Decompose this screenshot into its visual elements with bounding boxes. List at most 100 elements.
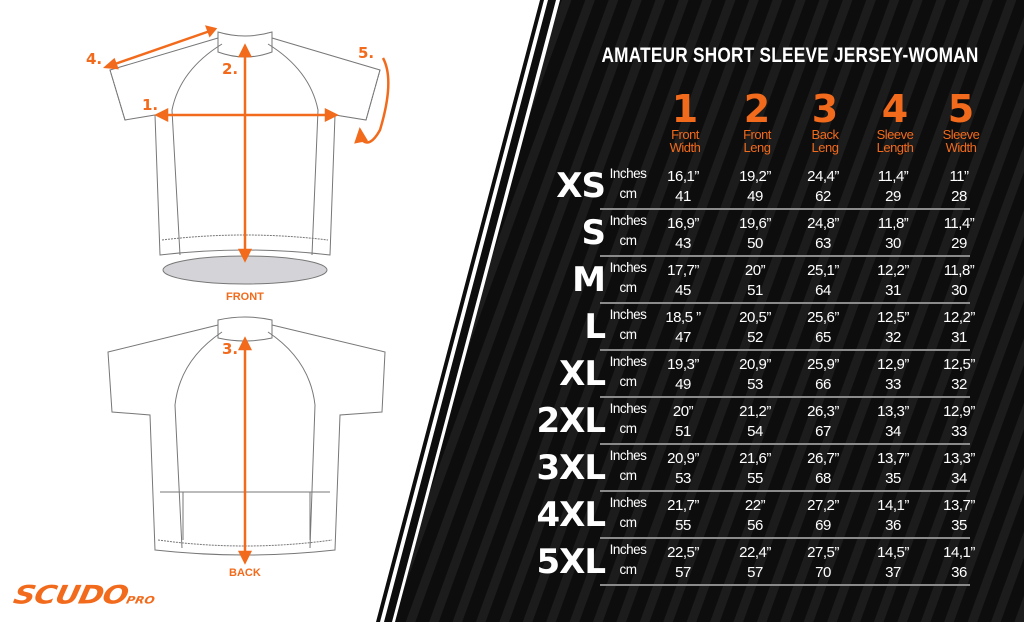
- value-inches: 11,8”: [877, 215, 909, 232]
- value-inches: 26,7”: [807, 450, 839, 467]
- value-inches: 27,5”: [807, 544, 839, 561]
- value-inches: 12,9”: [877, 356, 909, 373]
- row-divider: [600, 208, 970, 210]
- value-inches: 20”: [672, 403, 694, 420]
- unit-inches: Inches: [609, 260, 647, 275]
- value-cm: 49: [747, 188, 763, 205]
- column-label-line2: Leng: [743, 140, 771, 155]
- value-cm: 35: [885, 470, 901, 487]
- value-cm: 57: [675, 564, 691, 581]
- size-row-2XL: 2XL Inches cm 20” 51 21,2” 54 26,3” 67 13,3” 34 12,…: [520, 398, 1000, 445]
- size-row-XS: XS Inches cm 16,1” 41 19,2” 49 24,4” 62 11,4” 29 11…: [520, 163, 1000, 210]
- value-inches: 25,1”: [807, 262, 839, 279]
- column-number: 3: [811, 87, 839, 131]
- value-cm: 51: [675, 423, 691, 440]
- column-label-line1: Back: [811, 127, 839, 142]
- value-cm: 55: [675, 517, 691, 534]
- row-divider: [600, 537, 970, 539]
- value-cm: 69: [815, 517, 831, 534]
- marker-3: 3.: [222, 340, 239, 358]
- value-cm: 51: [747, 282, 763, 299]
- value-inches: 14,1”: [877, 497, 909, 514]
- column-header-2: 2 Front Leng: [719, 90, 795, 154]
- dark-panel: [395, 0, 1024, 622]
- size-row-M: M Inches cm 17,7” 45 20” 51 25,1” 64 12,2” 31 11,8”…: [520, 257, 1000, 304]
- value-cm: 53: [747, 376, 763, 393]
- size-label: L: [584, 307, 606, 347]
- value-inches: 25,6”: [807, 309, 839, 326]
- unit-cm: cm: [619, 374, 638, 389]
- size-label: XS: [556, 166, 606, 206]
- value-inches: 14,1”: [943, 544, 975, 561]
- value-cm: 29: [885, 188, 901, 205]
- value-inches: 22”: [744, 497, 766, 514]
- value-cm: 29: [951, 235, 967, 252]
- size-label: 2XL: [536, 401, 606, 441]
- value-cm: 56: [747, 517, 763, 534]
- chart-title: AMATEUR SHORT SLEEVE JERSEY-WOMAN: [601, 44, 979, 67]
- size-row-L: L Inches cm 18,5 ” 47 20,5” 52 25,6” 65 12,5” 32 12…: [520, 304, 1000, 351]
- column-label-line1: Front: [671, 127, 699, 142]
- size-label: XL: [559, 354, 606, 394]
- value-cm: 36: [885, 517, 901, 534]
- marker-4: 4.: [86, 50, 103, 68]
- unit-inches: Inches: [609, 213, 647, 228]
- value-inches: 13,3”: [943, 450, 975, 467]
- size-label: 5XL: [536, 542, 606, 582]
- column-label-line2: Leng: [811, 140, 839, 155]
- value-cm: 32: [951, 376, 967, 393]
- value-inches: 12,9”: [943, 403, 975, 420]
- value-cm: 31: [885, 282, 901, 299]
- size-label: 4XL: [536, 495, 606, 535]
- row-divider: [600, 443, 970, 445]
- measurement-arrow-back: [237, 336, 253, 565]
- scudo-pro-logo: SCUDOPRO: [11, 581, 159, 611]
- value-cm: 37: [885, 564, 901, 581]
- row-divider: [600, 490, 970, 492]
- row-divider: [600, 255, 970, 257]
- value-inches: 12,2”: [877, 262, 909, 279]
- measurement-arrows-front: [102, 25, 390, 263]
- value-cm: 32: [885, 329, 901, 346]
- column-label-line1: Sleeve: [942, 127, 980, 142]
- value-inches: 13,3”: [877, 403, 909, 420]
- size-label: M: [572, 260, 606, 300]
- back-label: BACK: [229, 567, 261, 579]
- value-cm: 55: [747, 470, 763, 487]
- value-inches: 21,6”: [739, 450, 771, 467]
- unit-inches: Inches: [609, 307, 647, 322]
- size-row-5XL: 5XL Inches cm 22,5” 57 22,4” 57 27,5” 70 14,5” 37 1…: [520, 539, 1000, 586]
- value-inches: 21,2”: [739, 403, 771, 420]
- value-cm: 63: [815, 235, 831, 252]
- value-cm: 52: [747, 329, 763, 346]
- row-divider: [600, 349, 970, 351]
- value-cm: 33: [885, 376, 901, 393]
- front-label: FRONT: [226, 291, 264, 303]
- value-cm: 65: [815, 329, 831, 346]
- value-inches: 26,3”: [807, 403, 839, 420]
- value-inches: 20”: [744, 262, 766, 279]
- value-inches: 13,7”: [877, 450, 909, 467]
- value-inches: 19,3”: [667, 356, 699, 373]
- value-cm: 64: [815, 282, 831, 299]
- column-header-5: 5 Sleeve Width: [923, 90, 999, 154]
- unit-cm: cm: [619, 233, 638, 248]
- value-cm: 30: [885, 235, 901, 252]
- logo-sub: PRO: [125, 594, 156, 607]
- value-inches: 20,5”: [739, 309, 771, 326]
- value-cm: 30: [951, 282, 967, 299]
- value-cm: 70: [815, 564, 831, 581]
- logo-main: SCUDO: [10, 580, 131, 611]
- marker-5: 5.: [358, 44, 375, 62]
- value-cm: 68: [815, 470, 831, 487]
- size-label: 3XL: [536, 448, 606, 488]
- unit-cm: cm: [619, 421, 638, 436]
- value-inches: 11”: [949, 168, 969, 185]
- unit-cm: cm: [619, 562, 638, 577]
- value-inches: 24,4”: [807, 168, 839, 185]
- column-number: 2: [743, 87, 771, 131]
- unit-cm: cm: [619, 327, 638, 342]
- column-number: 4: [881, 87, 909, 131]
- value-cm: 41: [675, 188, 691, 205]
- unit-cm: cm: [619, 280, 638, 295]
